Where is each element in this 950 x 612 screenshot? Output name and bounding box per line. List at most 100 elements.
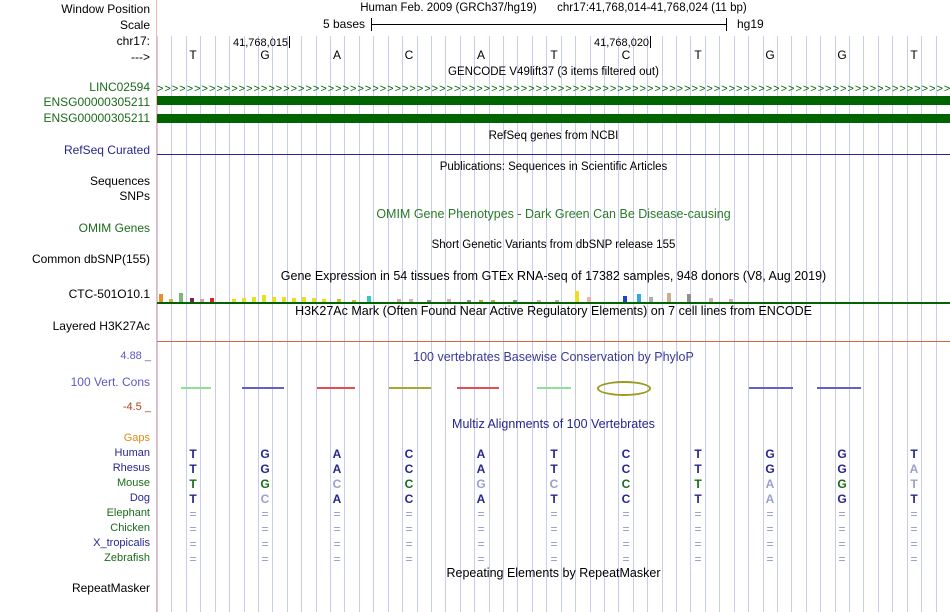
gtex-tissue-bar[interactable] — [179, 293, 183, 302]
gtex-tissue-bar[interactable] — [282, 297, 286, 302]
gtex-tissue-bar[interactable] — [467, 300, 471, 302]
gtex-tissue-bar[interactable] — [159, 294, 163, 302]
alignment-base: = — [622, 522, 630, 536]
label-species-chicken[interactable]: Chicken — [110, 522, 150, 534]
alignment-base: G — [837, 477, 847, 491]
label-chrom: chr17: — [116, 34, 150, 48]
gtex-tissue-bar[interactable] — [272, 297, 276, 302]
alignment-base: A — [765, 492, 775, 506]
label-repeatmasker[interactable]: RepeatMasker — [71, 581, 150, 595]
gtex-tissue-bar[interactable] — [687, 294, 691, 302]
label-ensg-2[interactable]: ENSG00000305211 — [43, 111, 150, 125]
label-species-zebrafish[interactable]: Zebrafish — [104, 552, 150, 564]
gencode-transcript-bar-1[interactable] — [157, 96, 950, 105]
gtex-tissue-bar[interactable] — [302, 297, 306, 302]
gridline — [878, 36, 879, 612]
gtex-tissue-bar[interactable] — [322, 299, 326, 302]
gtex-tissue-bar[interactable] — [709, 298, 713, 302]
gtex-expression-barchart[interactable] — [157, 285, 950, 302]
gtex-tissue-bar[interactable] — [513, 300, 517, 302]
label-snps[interactable]: SNPs — [119, 189, 150, 203]
gtex-tissue-bar[interactable] — [447, 299, 451, 302]
phylop-conservation-marks[interactable] — [157, 375, 950, 401]
gtex-tissue-bar[interactable] — [729, 299, 733, 302]
alignment-base: G — [260, 447, 270, 461]
gencode-strand-arrow-row[interactable]: >>>>>>>>>>>>>>>>>>>>>>>>>>>>>>>>>>>>>>>>… — [157, 83, 950, 94]
gtex-tissue-bar[interactable] — [337, 299, 341, 302]
label-linc02594[interactable]: LINC02594 — [89, 80, 150, 94]
gtex-tissue-bar[interactable] — [555, 300, 559, 302]
alignment-base: T — [550, 462, 558, 476]
gtex-tissue-bar[interactable] — [427, 300, 431, 302]
label-refseq-curated[interactable]: RefSeq Curated — [63, 143, 150, 157]
gtex-tissue-bar[interactable] — [169, 299, 173, 302]
gridline — [791, 36, 792, 612]
gtex-tissue-bar[interactable] — [210, 298, 214, 302]
alignment-gap: = — [694, 552, 702, 566]
label-gtex-gene[interactable]: CTC-501O10.1 — [68, 287, 150, 301]
label-100-vert-cons[interactable]: 100 Vert. Cons — [70, 375, 150, 389]
conservation-tick[interactable] — [817, 387, 861, 389]
gtex-tissue-bar[interactable] — [367, 296, 371, 302]
gtex-tissue-bar[interactable] — [292, 298, 296, 302]
conservation-tick[interactable] — [749, 387, 793, 389]
gtex-tissue-bar[interactable] — [352, 300, 356, 302]
gtex-tissue-bar[interactable] — [252, 297, 256, 302]
ruler-base: G — [260, 48, 270, 62]
label-gaps[interactable]: Gaps — [123, 432, 150, 444]
gtex-tissue-bar[interactable] — [637, 294, 641, 302]
label-strand-arrow: ---> — [131, 50, 150, 64]
label-species-mouse[interactable]: Mouse — [116, 477, 150, 489]
alignment-gap: = — [333, 537, 341, 551]
ruler-base: T — [189, 48, 197, 62]
gtex-tissue-bar[interactable] — [409, 299, 413, 302]
label-species-dog[interactable]: Dog — [129, 492, 150, 504]
gtex-tissue-bar[interactable] — [587, 297, 591, 302]
label-species-elephant[interactable]: Elephant — [106, 507, 150, 519]
gtex-tissue-bar[interactable] — [479, 300, 483, 302]
label-species-human[interactable]: Human — [114, 447, 150, 459]
gencode-transcript-bar-2[interactable] — [157, 114, 950, 123]
label-species-rhesus[interactable]: Rhesus — [112, 462, 150, 474]
label-common-dbsnp[interactable]: Common dbSNP(155) — [31, 252, 150, 266]
gridline — [316, 36, 317, 612]
gtex-tissue-bar[interactable] — [623, 296, 627, 302]
gridline — [575, 36, 576, 612]
conservation-tick[interactable] — [181, 387, 211, 389]
refseq-curated-line[interactable] — [157, 154, 950, 155]
gridline — [359, 36, 360, 612]
gtex-tissue-bar[interactable] — [491, 300, 495, 302]
gridline — [517, 36, 518, 612]
label-omim-genes[interactable]: OMIM Genes — [78, 221, 150, 235]
gridline — [301, 36, 302, 612]
alignment-base: A — [476, 447, 486, 461]
label-species-x-tropicalis[interactable]: X_tropicalis — [93, 537, 150, 549]
conservation-tick[interactable] — [457, 387, 499, 389]
conservation-tick[interactable] — [537, 387, 571, 389]
conservation-tick[interactable] — [242, 387, 284, 389]
label-ensg-1[interactable]: ENSG00000305211 — [43, 95, 150, 109]
gtex-tissue-bar[interactable] — [312, 298, 316, 302]
ruler-base: C — [404, 48, 414, 62]
conservation-highlight-oval[interactable] — [597, 381, 651, 396]
gtex-tissue-bar[interactable] — [667, 293, 671, 302]
ruler-base: T — [910, 48, 918, 62]
conservation-tick[interactable] — [389, 387, 431, 389]
gtex-tissue-bar[interactable] — [262, 295, 266, 302]
gtex-tissue-bar[interactable] — [575, 291, 579, 302]
gtex-tissue-bar[interactable] — [190, 298, 194, 302]
label-layered-h3k27ac[interactable]: Layered H3K27Ac — [52, 319, 150, 333]
alignment-base: = — [477, 522, 485, 536]
gtex-tissue-bar[interactable] — [397, 299, 401, 302]
gtex-tissue-bar[interactable] — [232, 299, 236, 302]
alignment-base: A — [476, 462, 486, 476]
conservation-tick[interactable] — [317, 387, 355, 389]
gtex-tissue-bar[interactable] — [649, 297, 653, 302]
label-sequences[interactable]: Sequences — [89, 174, 150, 188]
gtex-tissue-bar[interactable] — [242, 298, 246, 302]
alignment-base: = — [261, 507, 269, 521]
gtex-tissue-bar[interactable] — [537, 300, 541, 302]
gtex-tissue-bar[interactable] — [200, 299, 204, 302]
ruler-base: T — [694, 48, 702, 62]
